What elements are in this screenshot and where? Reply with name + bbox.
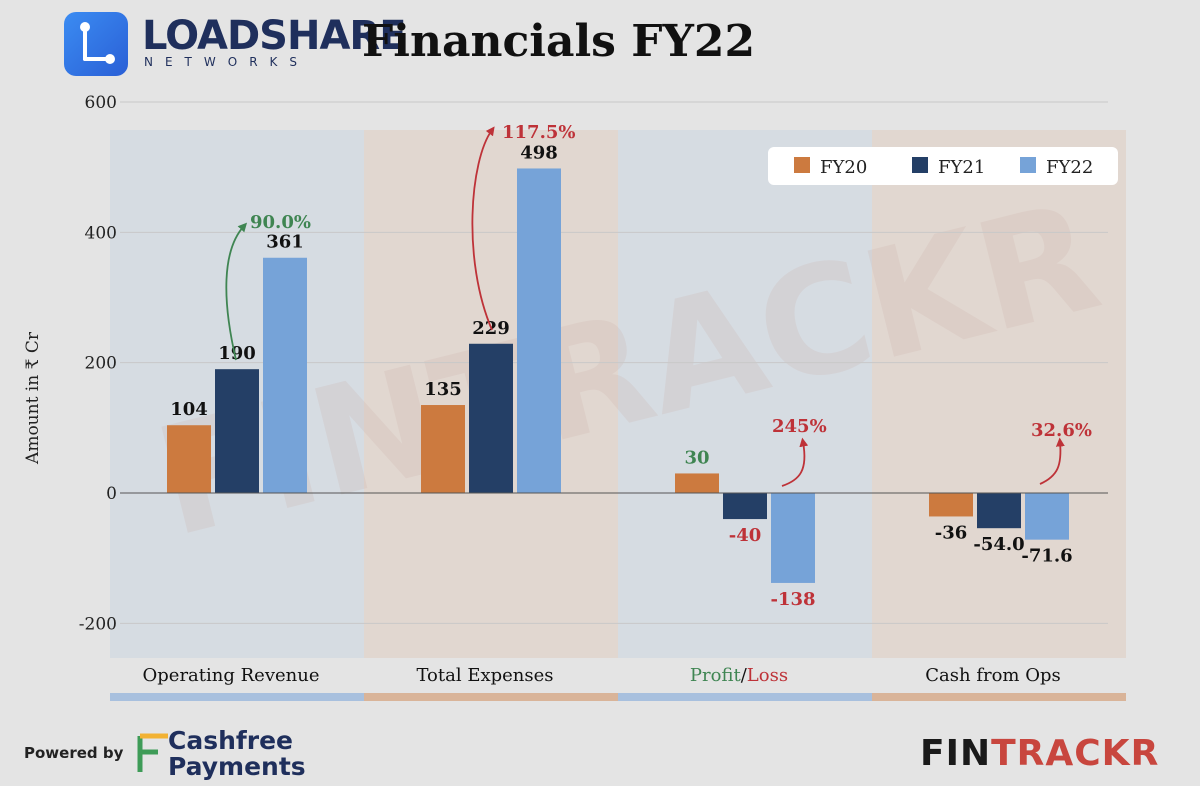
x-category-label: Operating Revenue (143, 665, 320, 686)
data-label: -36 (935, 522, 968, 543)
bar-fy20-2 (675, 473, 719, 493)
cashfree-line2: Payments (168, 752, 306, 781)
data-label: -40 (729, 525, 762, 546)
growth-arrow-2 (781, 437, 809, 487)
legend-box (768, 147, 1118, 185)
y-tick-label: 0 (106, 484, 117, 504)
category-panel-3 (872, 130, 1126, 658)
growth-arrow-1 (471, 126, 495, 331)
brand-subtitle: NETWORKS (144, 55, 310, 69)
x-category-label: Cash from Ops (925, 665, 1060, 686)
y-tick-label: -200 (79, 614, 117, 634)
bar-fy22-1 (517, 168, 561, 493)
y-axis-label: Amount in ₹ Cr (23, 331, 43, 465)
growth-arrow-3 (1039, 437, 1065, 485)
data-label: -54.0 (973, 534, 1024, 555)
data-label: 190 (218, 343, 256, 364)
growth-annotation-1: 117.5% (502, 122, 575, 143)
x-category-label: Total Expenses (416, 665, 553, 686)
category-underline-0 (110, 693, 364, 701)
growth-annotation-0: 90.0% (250, 212, 311, 233)
category-panel-2 (618, 130, 872, 658)
category-underline-2 (618, 693, 872, 701)
powered-by-label: Powered by (24, 744, 124, 762)
category-underline-1 (364, 693, 618, 701)
fintrackr-logo-part2: TRACKR (991, 733, 1160, 774)
bar-fy21-2 (723, 493, 767, 520)
growth-arrow-0 (225, 222, 248, 361)
data-label: 135 (424, 379, 462, 400)
bar-fy22-2 (771, 493, 815, 583)
y-tick-label: 400 (85, 223, 117, 243)
cashfree-logo-icon (134, 732, 174, 776)
growth-annotation-3: 32.6% (1031, 420, 1092, 441)
data-label: 361 (266, 232, 304, 253)
bar-fy21-3 (977, 493, 1021, 529)
x-category-label-part: Loss (747, 665, 788, 686)
page-title: Financials FY22 (362, 16, 756, 67)
bar-fy22-0 (263, 257, 307, 493)
legend-label-fy21: FY21 (938, 157, 985, 178)
x-category-label-part: Profit (690, 665, 742, 686)
bar-fy20-3 (929, 493, 973, 517)
loadshare-logo-icon (64, 12, 128, 76)
y-tick-label: 200 (85, 354, 117, 374)
legend-swatch-fy22 (1020, 157, 1036, 173)
bar-fy20-0 (167, 425, 211, 493)
data-label: 498 (520, 142, 558, 163)
bar-fy22-3 (1025, 493, 1069, 540)
cashfree-line1: Cashfree (168, 726, 294, 755)
legend-swatch-fy20 (794, 157, 810, 173)
brand-name: LOADSHARE (142, 13, 407, 59)
fintrackr-logo: FINTRACKR (920, 732, 1159, 776)
x-category-label-profit-loss: Profit/Loss (690, 665, 788, 686)
category-underline-3 (872, 693, 1126, 701)
bar-fy21-1 (469, 343, 513, 493)
data-label: 30 (684, 447, 709, 468)
legend-swatch-fy21 (912, 157, 928, 173)
bar-fy20-1 (421, 405, 465, 493)
loadshare-logo-mark-icon (80, 22, 115, 64)
header: LOADSHARE NETWORKS Financials FY22 (0, 0, 1200, 90)
data-label: -138 (770, 589, 815, 610)
data-label: -71.6 (1021, 546, 1072, 567)
fintrackr-logo-part1: FIN (920, 733, 992, 774)
bar-fy21-0 (215, 369, 259, 493)
cashfree-name: Cashfree Payments (168, 728, 306, 780)
x-category-label-part: / (741, 665, 748, 686)
legend-label-fy22: FY22 (1046, 157, 1093, 178)
y-tick-label: 600 (85, 93, 117, 113)
legend-label-fy20: FY20 (820, 157, 867, 178)
data-label: 104 (170, 399, 208, 420)
growth-annotation-2: 245% (772, 416, 827, 437)
